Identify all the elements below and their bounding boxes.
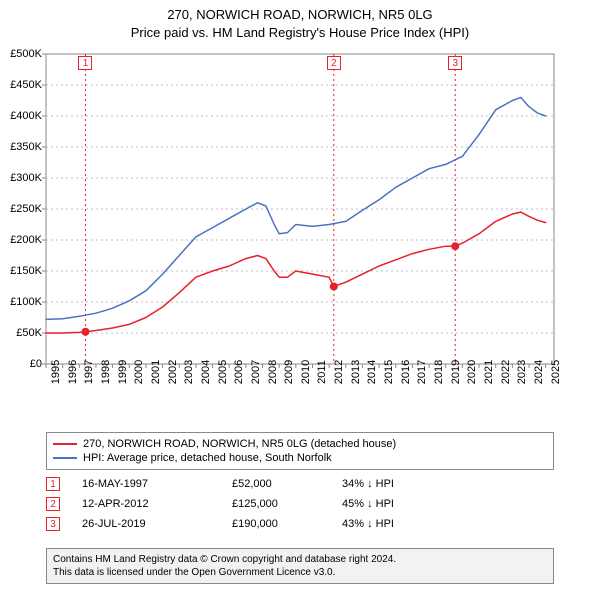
sale-date: 16-MAY-1997: [82, 478, 232, 490]
y-tick-label: £250K: [10, 203, 42, 215]
legend-row: 270, NORWICH ROAD, NORWICH, NR5 0LG (det…: [53, 437, 547, 451]
y-tick-label: £450K: [10, 79, 42, 91]
title-line-2: Price paid vs. HM Land Registry's House …: [0, 24, 600, 42]
y-tick-label: £100K: [10, 296, 42, 308]
footer-line-1: Contains HM Land Registry data © Crown c…: [53, 553, 547, 566]
x-tick-label: 2002: [167, 360, 179, 384]
sale-event-marker: 1: [78, 56, 92, 70]
sale-diff: 34% ↓ HPI: [342, 478, 554, 490]
sale-event-marker: 2: [327, 56, 341, 70]
y-tick-label: £400K: [10, 110, 42, 122]
x-tick-label: 2011: [316, 360, 328, 384]
y-tick-label: £50K: [16, 327, 42, 339]
footer-line-2: This data is licensed under the Open Gov…: [53, 566, 547, 579]
x-tick-label: 2001: [150, 360, 162, 384]
sale-row-marker: 2: [46, 497, 60, 511]
x-tick-label: 1998: [100, 360, 112, 384]
x-tick-label: 2016: [400, 360, 412, 384]
x-tick-label: 2007: [250, 360, 262, 384]
legend-label: 270, NORWICH ROAD, NORWICH, NR5 0LG (det…: [83, 438, 396, 450]
x-tick-label: 2006: [233, 360, 245, 384]
y-tick-label: £200K: [10, 234, 42, 246]
y-tick-label: £150K: [10, 265, 42, 277]
sales-table: 1 16-MAY-1997£52,00034% ↓ HPI 2 12-APR-2012…: [46, 474, 554, 534]
legend-swatch: [53, 457, 77, 459]
x-tick-label: 2015: [383, 360, 395, 384]
title-line-1: 270, NORWICH ROAD, NORWICH, NR5 0LG: [0, 6, 600, 24]
sale-date: 12-APR-2012: [82, 498, 232, 510]
title-block: 270, NORWICH ROAD, NORWICH, NR5 0LG Pric…: [0, 0, 600, 42]
footer: Contains HM Land Registry data © Crown c…: [46, 548, 554, 584]
sale-row-marker: 3: [46, 517, 60, 531]
x-tick-label: 2021: [483, 360, 495, 384]
sale-price: £52,000: [232, 478, 342, 490]
x-tick-label: 2023: [516, 360, 528, 384]
x-tick-label: 2019: [450, 360, 462, 384]
x-tick-label: 1996: [67, 360, 79, 384]
chart-area: £0 £50K £100K £150K £200K £250K £300K £350K £400…: [0, 48, 600, 428]
x-tick-label: 2013: [350, 360, 362, 384]
sale-price: £190,000: [232, 518, 342, 530]
legend-label: HPI: Average price, detached house, Sout…: [83, 452, 332, 464]
x-tick-label: 2017: [416, 360, 428, 384]
x-tick-label: 2004: [200, 360, 212, 384]
x-tick-label: 2018: [433, 360, 445, 384]
sale-row: 2 12-APR-2012£125,00045% ↓ HPI: [46, 494, 554, 514]
x-tick-label: 1999: [117, 360, 129, 384]
y-tick-label: £0: [30, 358, 42, 370]
sale-event-marker: 3: [448, 56, 462, 70]
chart-container: 270, NORWICH ROAD, NORWICH, NR5 0LG Pric…: [0, 0, 600, 590]
x-tick-label: 2014: [366, 360, 378, 384]
y-tick-label: £350K: [10, 141, 42, 153]
sale-price: £125,000: [232, 498, 342, 510]
x-tick-label: 2022: [500, 360, 512, 384]
x-tick-label: 2009: [283, 360, 295, 384]
sale-diff: 45% ↓ HPI: [342, 498, 554, 510]
x-tick-label: 2024: [533, 360, 545, 384]
legend: 270, NORWICH ROAD, NORWICH, NR5 0LG (det…: [46, 432, 554, 470]
sale-row: 3 26-JUL-2019£190,00043% ↓ HPI: [46, 514, 554, 534]
x-tick-label: 2012: [333, 360, 345, 384]
x-tick-label: 2003: [183, 360, 195, 384]
x-tick-label: 2008: [267, 360, 279, 384]
x-tick-label: 2020: [466, 360, 478, 384]
x-tick-label: 1995: [50, 360, 62, 384]
x-tick-label: 2025: [550, 360, 562, 384]
sale-date: 26-JUL-2019: [82, 518, 232, 530]
legend-row: HPI: Average price, detached house, Sout…: [53, 451, 547, 465]
x-tick-label: 2005: [217, 360, 229, 384]
legend-swatch: [53, 443, 77, 445]
x-tick-label: 1997: [83, 360, 95, 384]
y-tick-label: £300K: [10, 172, 42, 184]
x-tick-label: 2000: [133, 360, 145, 384]
sale-row: 1 16-MAY-1997£52,00034% ↓ HPI: [46, 474, 554, 494]
y-tick-label: £500K: [10, 48, 42, 60]
sale-row-marker: 1: [46, 477, 60, 491]
x-tick-label: 2010: [300, 360, 312, 384]
sale-diff: 43% ↓ HPI: [342, 518, 554, 530]
